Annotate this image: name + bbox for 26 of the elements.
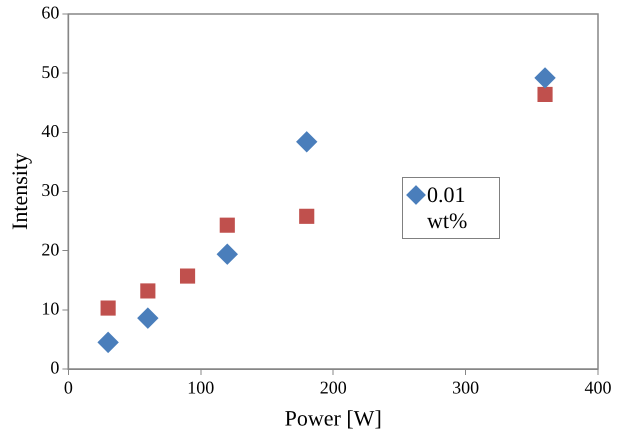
y-tick-label: 50 xyxy=(41,62,60,82)
point xyxy=(220,218,235,233)
point xyxy=(140,283,156,298)
y-tick-label: 20 xyxy=(41,239,60,260)
point xyxy=(137,308,158,329)
point xyxy=(534,67,556,88)
y-tick-label: 30 xyxy=(41,180,60,200)
legend-label: 0.01 wt% xyxy=(427,182,468,234)
point xyxy=(98,332,119,353)
point xyxy=(537,86,553,102)
x-tick-label: 100 xyxy=(187,378,214,398)
point xyxy=(180,268,196,284)
y-tick-label: 10 xyxy=(41,298,60,319)
x-tick-label: 300 xyxy=(452,378,480,398)
y-axis-title: Intensity xyxy=(6,153,32,230)
y-tick-label: 40 xyxy=(41,121,60,142)
y-tick-label: 0 xyxy=(50,358,60,378)
point xyxy=(100,300,116,316)
y-tick-label: 60 xyxy=(41,2,60,23)
point xyxy=(216,244,238,265)
point xyxy=(296,131,318,152)
x-tick-label: 400 xyxy=(584,378,612,398)
x-axis-title: Power [W] xyxy=(284,406,382,431)
x-tick-label: 200 xyxy=(320,378,347,398)
point xyxy=(299,208,314,224)
x-tick-label: 0 xyxy=(64,378,73,398)
